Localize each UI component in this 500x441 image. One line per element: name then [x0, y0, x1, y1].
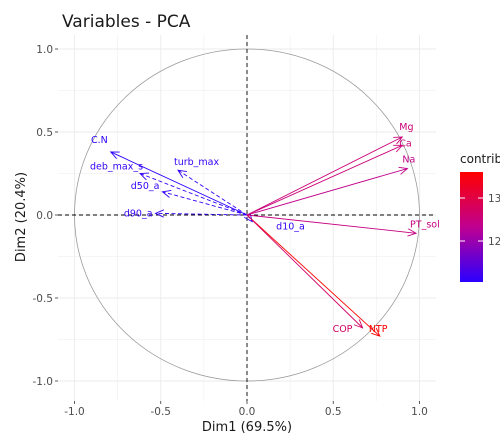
arrow-cop — [246, 214, 363, 329]
label-na: Na — [402, 155, 415, 166]
arrow-ntp — [246, 214, 381, 337]
arrowhead-ntp — [371, 327, 381, 337]
arrowhead-ca — [393, 144, 404, 153]
x-tick-label: 0.0 — [239, 406, 256, 418]
label-d90-a: d90_a — [124, 208, 153, 219]
arrow-c-n — [110, 151, 248, 216]
contrib-legend: contrib 13 12 — [460, 152, 500, 282]
label-ca: Ca — [399, 138, 411, 149]
label-d10-a: d10_a — [276, 222, 305, 233]
y-axis-ticks: 1.0 0.5 0.0 -0.5 -1.0 — [33, 44, 58, 388]
label-c-n: C.N — [91, 135, 108, 146]
y-tick-label: 1.0 — [36, 44, 53, 56]
x-axis-ticks: -1.0 -0.5 0.0 0.5 1.0 — [64, 401, 428, 418]
arrow-turb-max — [177, 169, 248, 216]
arrowhead-deb-max-s — [139, 172, 150, 181]
x-axis-label: Dim1 (69.5%) — [202, 420, 292, 435]
y-tick-label: -1.0 — [33, 376, 54, 388]
arrowhead-cop — [353, 319, 364, 329]
arrowhead-d50-a — [161, 189, 172, 198]
label-mg: Mg — [399, 122, 413, 133]
arrowhead-mg — [393, 136, 404, 145]
arrowhead-na — [398, 166, 409, 175]
x-tick-label: -1.0 — [64, 406, 85, 418]
y-tick-label: 0.0 — [36, 210, 53, 222]
arrow-mg — [246, 136, 403, 216]
x-tick-label: 0.5 — [325, 406, 342, 418]
legend-colorbar — [460, 172, 483, 282]
arrow-ca — [246, 144, 403, 216]
x-tick-label: -0.5 — [151, 406, 172, 418]
variable-labels: C.N deb_max_s turb_max d50_a d90_a d10_a Mg Ca N… — [90, 122, 440, 335]
x-tick-label: 1.0 — [411, 406, 428, 418]
arrowhead-d90-a — [154, 209, 165, 218]
arrowhead-pt-sol — [407, 228, 418, 237]
plot-panel: C.N deb_max_s turb_max d50_a d90_a d10_a Mg Ca N… — [58, 35, 440, 401]
arrow-d50-a — [162, 191, 248, 216]
label-turb-max: turb_max — [174, 157, 220, 168]
arrow-d90-a — [155, 212, 248, 216]
label-cop: COP — [333, 324, 353, 335]
label-pt-sol: PT_sol — [410, 219, 440, 230]
label-deb-max-s: deb_max_s — [90, 162, 143, 173]
label-ntp: NTP — [369, 324, 388, 335]
chart-title: Variables - PCA — [62, 12, 191, 32]
legend-label-12: 12 — [488, 236, 500, 248]
y-axis-label: Dim2 (20.4%) — [14, 172, 29, 262]
arrow-pt-sol — [246, 214, 417, 234]
arrow-na — [246, 168, 408, 216]
label-d50-a: d50_a — [131, 181, 160, 192]
variable-arrows — [109, 136, 418, 337]
arrowhead-turb-max — [177, 169, 187, 178]
legend-label-13: 13 — [488, 193, 500, 205]
arrowhead-c-n — [109, 151, 120, 159]
y-tick-label: 0.5 — [36, 127, 53, 139]
y-tick-label: -0.5 — [33, 293, 54, 305]
legend-title: contrib — [460, 152, 500, 166]
